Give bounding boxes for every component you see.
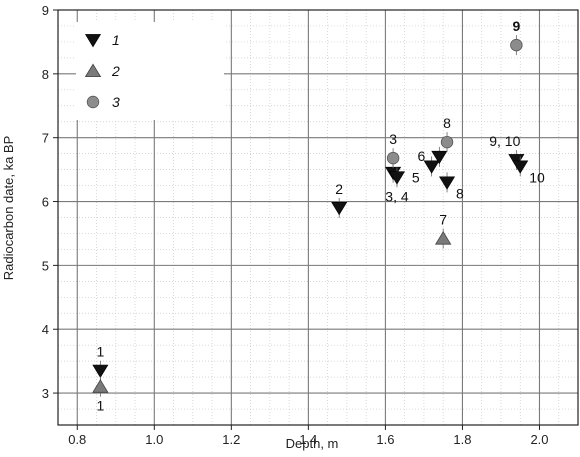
x-tick-label: 0.8 [68, 432, 86, 447]
y-tick-label: 7 [42, 131, 49, 146]
point-label: 6 [418, 148, 426, 164]
point-label: 8 [443, 115, 451, 131]
y-tick-label: 5 [42, 258, 49, 273]
legend-marker-series-2 [84, 63, 102, 78]
x-tick-label: 1.8 [453, 432, 471, 447]
legend-marker-series-3 [86, 95, 100, 109]
y-tick-label: 8 [42, 67, 49, 82]
point-label: 1 [96, 344, 104, 360]
legend-box [76, 22, 224, 120]
legend-label: 1 [112, 32, 120, 48]
data-point-series-1 [423, 160, 440, 174]
point-label: 9, 10 [489, 133, 520, 149]
x-axis-ticks: 0.8 1.0 1.2 1.4 1.6 1.8 2.0 [68, 425, 549, 447]
data-point-series-2 [92, 379, 109, 393]
data-point-series-1 [439, 176, 456, 190]
x-tick-label: 1.2 [222, 432, 240, 447]
data-point-series-1 [512, 160, 529, 174]
y-tick-label: 9 [42, 3, 49, 18]
data-point-series-1 [431, 150, 448, 165]
point-label: 9 [512, 18, 520, 34]
legend: 1 2 3 [84, 32, 120, 110]
x-tick-label: 1.6 [376, 432, 394, 447]
y-tick-label: 6 [42, 195, 49, 210]
data-points [92, 35, 529, 397]
data-point-series-3 [386, 151, 400, 165]
point-label: 1 [96, 398, 104, 414]
x-tick-label: 1.0 [145, 432, 163, 447]
data-point-series-3 [440, 135, 454, 149]
point-label: 8 [456, 185, 464, 201]
plot-frame [57, 9, 579, 426]
y-axis-ticks: 3 4 5 6 7 8 9 [42, 3, 58, 401]
data-point-series-3 [510, 38, 523, 52]
legend-label: 2 [111, 63, 120, 79]
data-point-series-1 [331, 201, 348, 216]
data-point-series-1 [92, 364, 109, 379]
point-label: 10 [529, 169, 545, 185]
point-label: 2 [335, 181, 343, 197]
x-tick-label: 2.0 [530, 432, 548, 447]
point-label: 3, 4 [385, 188, 409, 204]
legend-marker-series-1 [84, 34, 102, 48]
point-label: 3 [389, 131, 397, 147]
x-tick-label: 1.4 [299, 432, 317, 447]
x-axis-label: Depth, m [286, 436, 339, 451]
legend-label: 3 [112, 94, 120, 110]
y-tick-label: 4 [42, 322, 49, 337]
y-tick-label: 3 [42, 386, 49, 401]
point-label: 7 [439, 212, 447, 228]
data-point-series-2 [434, 231, 452, 245]
y-axis-label: Radiocarbon date, ka BP [1, 136, 16, 281]
data-point-series-1 [388, 171, 405, 185]
point-label: 5 [412, 169, 420, 185]
